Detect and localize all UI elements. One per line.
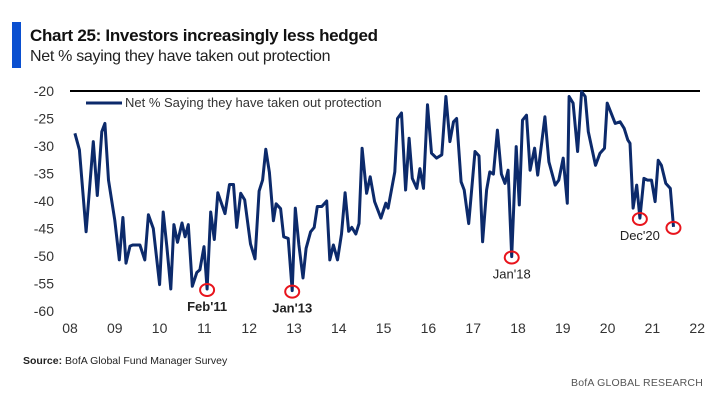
x-tick-label: 15 xyxy=(376,320,392,336)
legend-label: Net % Saying they have taken out protect… xyxy=(125,95,382,110)
chart-subtitle: Net % saying they have taken out protect… xyxy=(30,48,331,65)
y-tick-label: -60 xyxy=(34,303,54,319)
highlight-circle xyxy=(631,212,648,227)
y-tick-label: -40 xyxy=(34,193,54,209)
source-text: BofA Global Fund Manager Survey xyxy=(65,355,228,367)
annotation-label: Dec'20 xyxy=(620,228,660,243)
x-tick-label: 17 xyxy=(465,320,481,336)
y-tick-label: -25 xyxy=(34,111,54,127)
x-tick-label: 16 xyxy=(421,320,437,336)
y-tick-label: -30 xyxy=(34,138,54,154)
x-tick-label: 19 xyxy=(555,320,571,336)
chart-title: Chart 25: Investors increasingly less he… xyxy=(30,26,378,45)
highlight-circle xyxy=(284,284,301,299)
highlight-circle xyxy=(665,220,682,235)
y-tick-label: -35 xyxy=(34,166,54,182)
y-tick-label: -50 xyxy=(34,248,54,264)
source-note: Source: BofA Global Fund Manager Survey xyxy=(23,355,227,367)
x-tick-label: 08 xyxy=(62,320,78,336)
brand-label: BofA GLOBAL RESEARCH xyxy=(571,377,703,389)
x-tick-label: 11 xyxy=(197,320,212,336)
y-tick-label: -55 xyxy=(34,276,54,292)
x-tick-label: 09 xyxy=(107,320,123,336)
x-tick-label: 20 xyxy=(600,320,616,336)
series-line xyxy=(73,90,675,293)
highlight-circle xyxy=(199,283,216,297)
highlight-circle xyxy=(503,250,520,265)
annotation-label: Jan'18 xyxy=(493,267,531,282)
y-tick-label: -45 xyxy=(34,221,54,237)
title-accent-bar xyxy=(12,22,21,68)
x-tick-label: 21 xyxy=(645,320,661,336)
annotation-label: Jan'13 xyxy=(272,301,312,316)
annotation-label: Feb'11 xyxy=(187,299,227,314)
x-tick-label: 14 xyxy=(331,320,347,336)
x-tick-label: 22 xyxy=(689,320,705,336)
x-tick-label: 13 xyxy=(286,320,302,336)
x-tick-label: 10 xyxy=(152,320,168,336)
y-tick-label: -20 xyxy=(34,83,54,99)
source-label: Source: xyxy=(23,355,63,367)
x-tick-label: 12 xyxy=(241,320,257,336)
x-tick-label: 18 xyxy=(510,320,526,336)
